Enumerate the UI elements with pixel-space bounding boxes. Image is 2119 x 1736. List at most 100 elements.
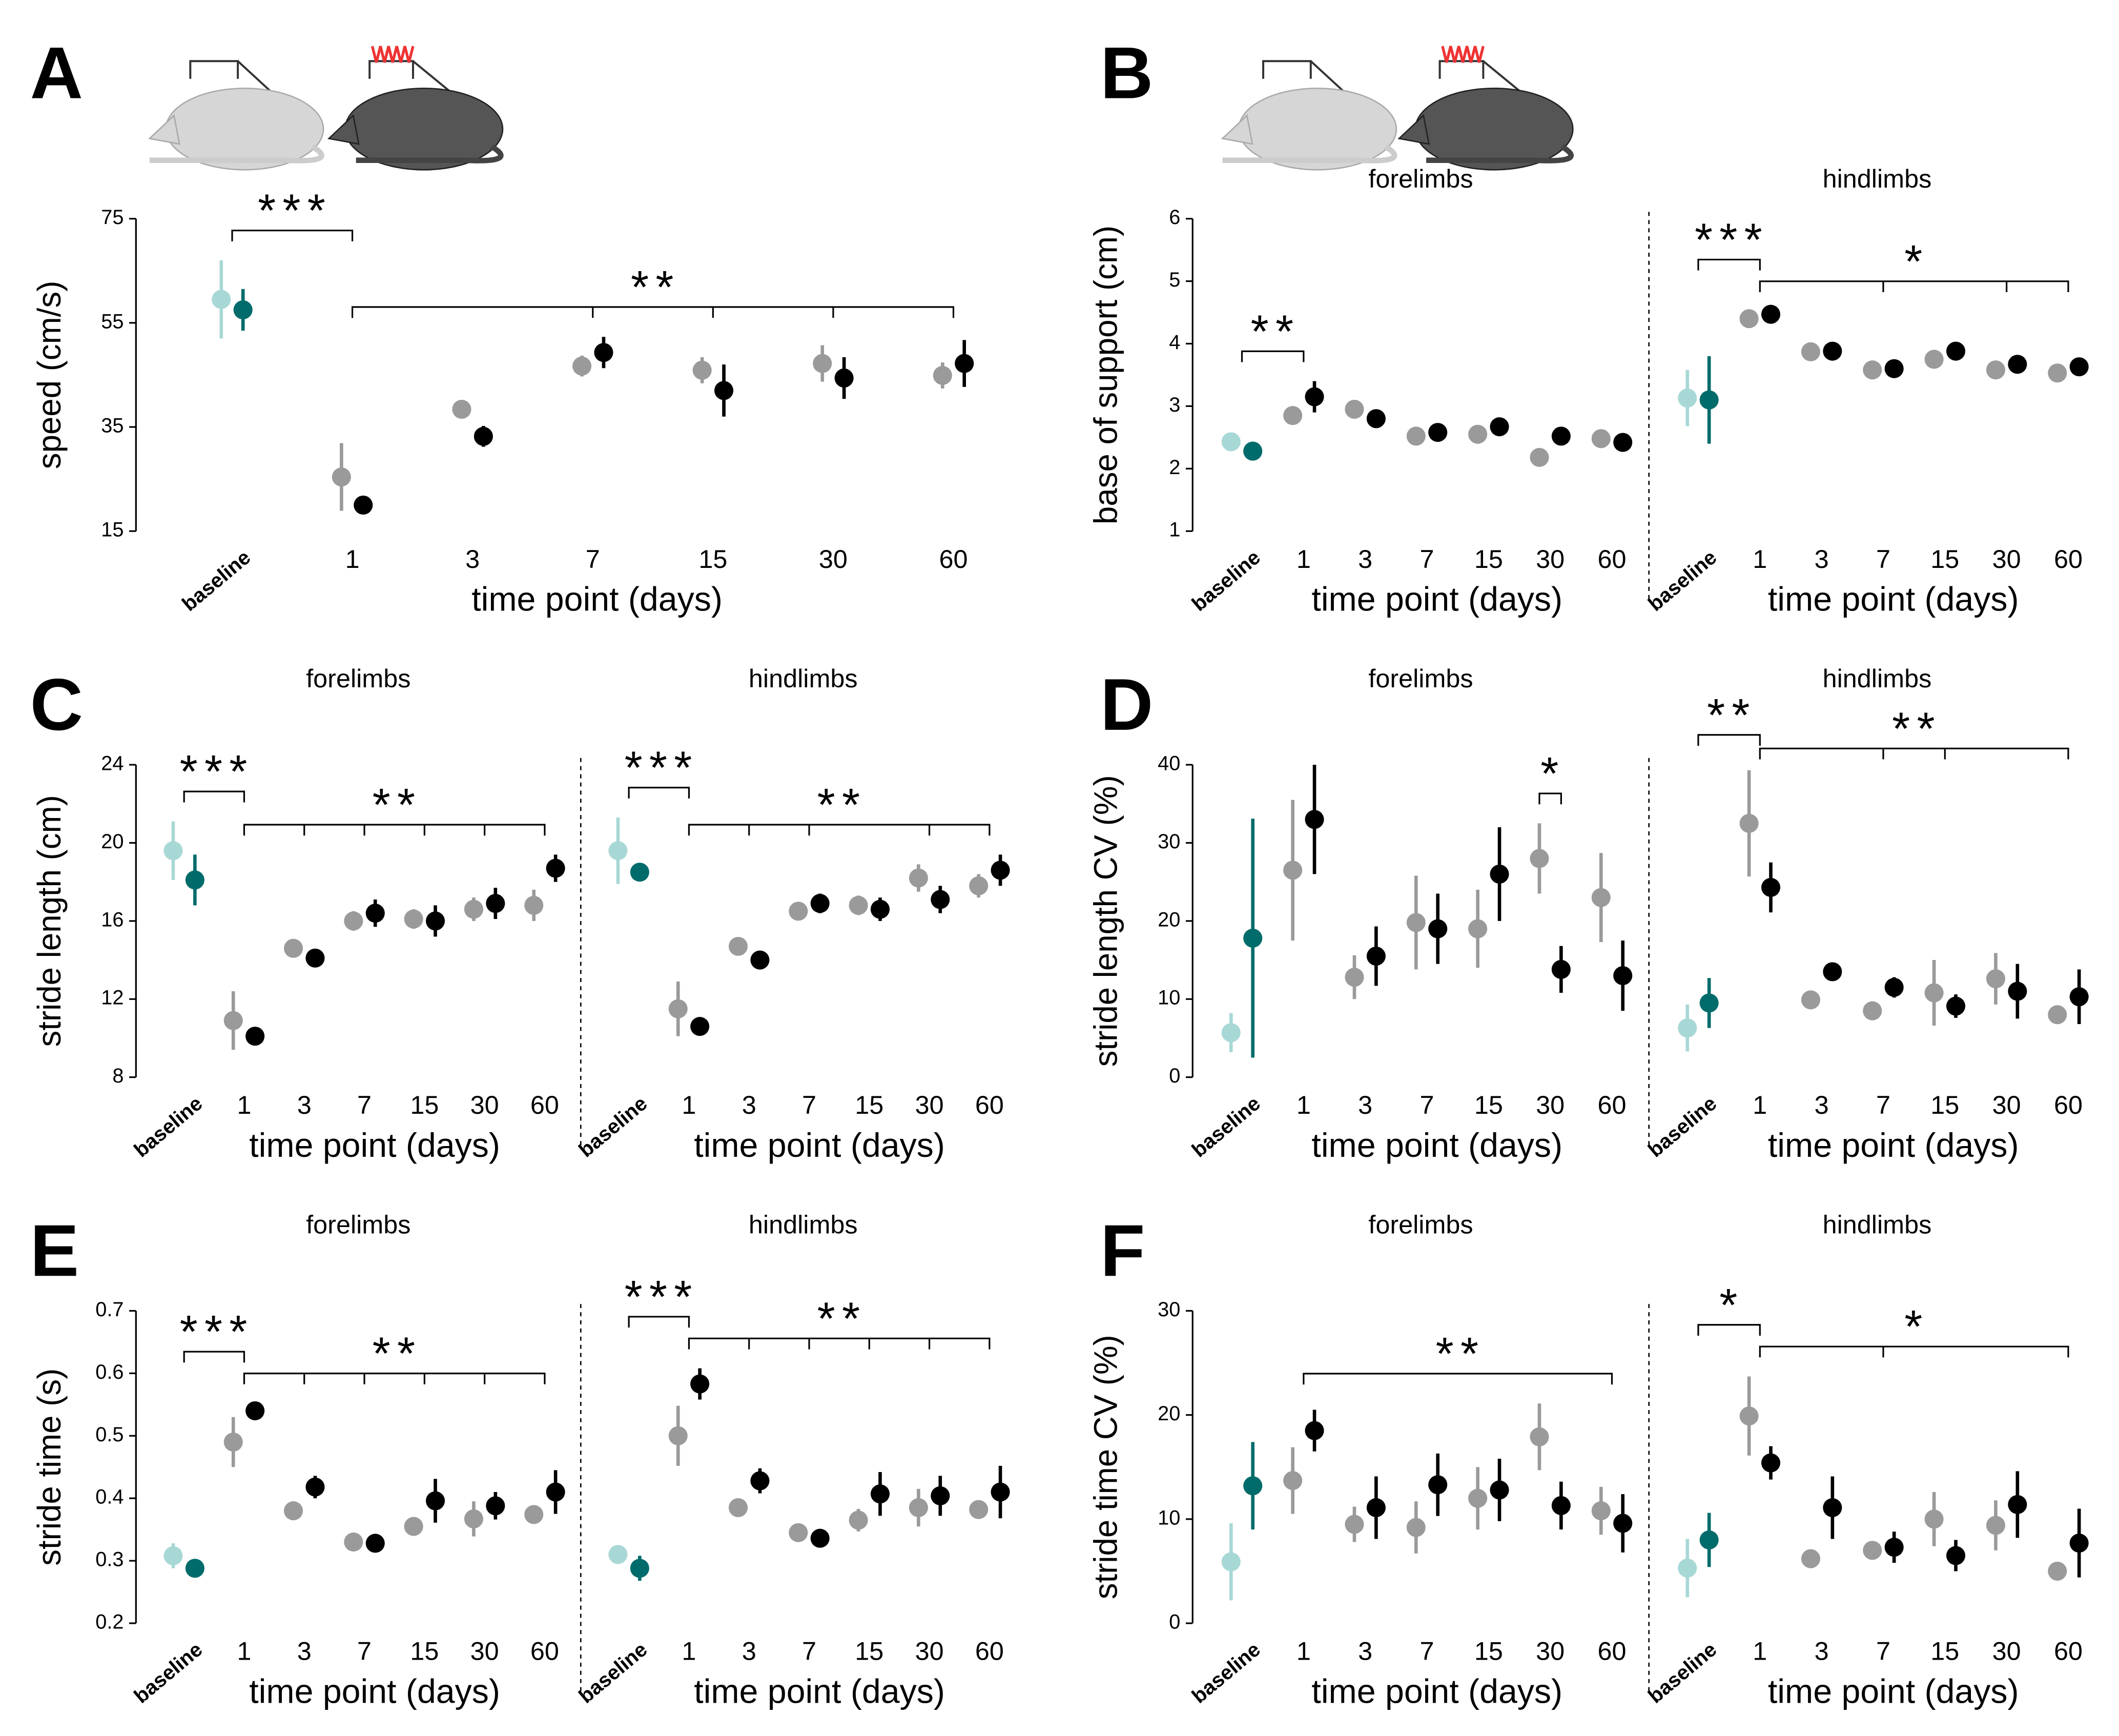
x-tick-label: 3 bbox=[1358, 544, 1372, 574]
data-point bbox=[1366, 409, 1386, 428]
data-point bbox=[1551, 1496, 1571, 1515]
data-point bbox=[2008, 1495, 2027, 1514]
significance-label: * bbox=[1719, 1279, 1744, 1331]
data-point bbox=[1986, 969, 2005, 989]
x-tick-label: 1 bbox=[1297, 1637, 1311, 1666]
data-point bbox=[1283, 861, 1303, 880]
data-point bbox=[1699, 1530, 1719, 1550]
x-tick-label: 3 bbox=[297, 1090, 312, 1119]
x-tick-label: 30 bbox=[1992, 1090, 2021, 1119]
x-tick-label: 1 bbox=[1297, 1090, 1311, 1119]
data-point bbox=[834, 369, 854, 388]
data-point bbox=[1823, 962, 1842, 982]
data-point bbox=[1428, 423, 1448, 442]
x-tick-label: 7 bbox=[1419, 1090, 1434, 1119]
y-tick-label: 10 bbox=[1158, 1506, 1180, 1529]
data-point bbox=[245, 1027, 265, 1046]
data-point bbox=[1551, 959, 1571, 979]
data-point bbox=[849, 895, 868, 915]
data-point bbox=[1345, 399, 1364, 419]
subplot-title: forelimbs bbox=[1368, 664, 1473, 693]
subplot-title: forelimbs bbox=[306, 664, 410, 693]
significance-label: ** bbox=[373, 779, 422, 831]
significance-bracket bbox=[183, 790, 245, 803]
y-tick-label: 30 bbox=[1158, 830, 1180, 853]
x-tick-label: baseline bbox=[574, 1638, 651, 1708]
x-tick-label: 3 bbox=[465, 544, 480, 574]
data-point bbox=[1406, 1518, 1426, 1537]
x-axis-label: time point (days) bbox=[1768, 1672, 2019, 1710]
x-tick-label: baseline bbox=[1188, 546, 1265, 616]
x-tick-label: 7 bbox=[1876, 544, 1890, 574]
x-tick-label: 30 bbox=[819, 544, 848, 574]
panel-letter: A bbox=[30, 32, 83, 114]
data-point bbox=[404, 1517, 423, 1536]
data-point bbox=[1428, 919, 1448, 938]
x-tick-label: 60 bbox=[939, 544, 968, 574]
significance-bracket bbox=[688, 1337, 991, 1350]
x-tick-label: 30 bbox=[1536, 1090, 1565, 1119]
x-tick-label: 60 bbox=[1598, 1090, 1627, 1119]
x-tick-label: baseline bbox=[1644, 1092, 1721, 1162]
data-point bbox=[728, 1498, 748, 1518]
data-point bbox=[1739, 813, 1759, 833]
x-axis-label: time point (days) bbox=[1768, 1127, 2019, 1165]
x-tick-label: 3 bbox=[1358, 1637, 1372, 1666]
data-point bbox=[2069, 357, 2089, 377]
data-point bbox=[546, 1482, 565, 1502]
data-point bbox=[1761, 1453, 1781, 1473]
x-tick-label: 15 bbox=[1474, 544, 1503, 574]
data-point bbox=[1823, 1498, 1842, 1518]
data-point bbox=[223, 1432, 243, 1452]
x-tick-label: 1 bbox=[682, 1090, 696, 1119]
data-point bbox=[1591, 429, 1611, 448]
data-point bbox=[1884, 1538, 1904, 1557]
data-point bbox=[1699, 390, 1719, 410]
y-tick-label: 12 bbox=[101, 987, 124, 1009]
significance-bracket bbox=[1538, 792, 1562, 805]
data-point bbox=[1530, 849, 1549, 868]
data-point bbox=[789, 1523, 808, 1542]
data-point bbox=[1699, 993, 1719, 1013]
y-tick-label: 15 bbox=[101, 519, 124, 541]
x-tick-label: 15 bbox=[410, 1090, 439, 1119]
data-point bbox=[1863, 360, 1882, 380]
x-tick-label: 7 bbox=[357, 1090, 372, 1119]
x-tick-label: 15 bbox=[1474, 1090, 1503, 1119]
rat-icons-b bbox=[1221, 46, 1574, 171]
y-tick-label: 40 bbox=[1158, 752, 1180, 775]
y-axis-label: stride time (s) bbox=[31, 1369, 68, 1566]
x-tick-label: 3 bbox=[297, 1637, 312, 1666]
significance-label: ** bbox=[1436, 1328, 1486, 1380]
x-tick-label: 30 bbox=[1536, 1637, 1565, 1666]
x-axis-label: time point (days) bbox=[249, 1672, 500, 1710]
subplot-title: hindlimbs bbox=[1823, 164, 1932, 193]
y-tick-label: 3 bbox=[1169, 394, 1180, 416]
subplot-title: hindlimbs bbox=[1823, 1210, 1932, 1239]
data-point bbox=[2008, 355, 2027, 374]
data-point bbox=[1221, 432, 1241, 452]
data-point bbox=[524, 1505, 544, 1524]
data-point bbox=[1739, 309, 1759, 329]
data-point bbox=[1986, 360, 2005, 380]
x-tick-label: baseline bbox=[178, 546, 255, 616]
x-tick-label: 1 bbox=[345, 544, 360, 574]
data-point bbox=[690, 1017, 710, 1036]
data-point bbox=[464, 900, 483, 919]
data-point bbox=[714, 381, 734, 400]
x-tick-label: 60 bbox=[530, 1090, 559, 1119]
x-tick-label: 15 bbox=[1930, 1637, 1959, 1666]
data-point bbox=[404, 909, 423, 929]
x-tick-label: 30 bbox=[915, 1637, 944, 1666]
y-tick-label: 20 bbox=[101, 830, 124, 853]
data-point bbox=[955, 354, 974, 373]
significance-label: *** bbox=[180, 1306, 254, 1358]
data-point bbox=[486, 894, 505, 913]
subplot-title: forelimbs bbox=[1368, 164, 1473, 193]
data-point bbox=[1551, 426, 1571, 446]
x-tick-label: 15 bbox=[410, 1637, 439, 1666]
data-point bbox=[630, 863, 649, 882]
data-point bbox=[1884, 977, 1904, 997]
x-tick-label: 1 bbox=[1297, 544, 1311, 574]
data-point bbox=[1863, 1541, 1882, 1560]
